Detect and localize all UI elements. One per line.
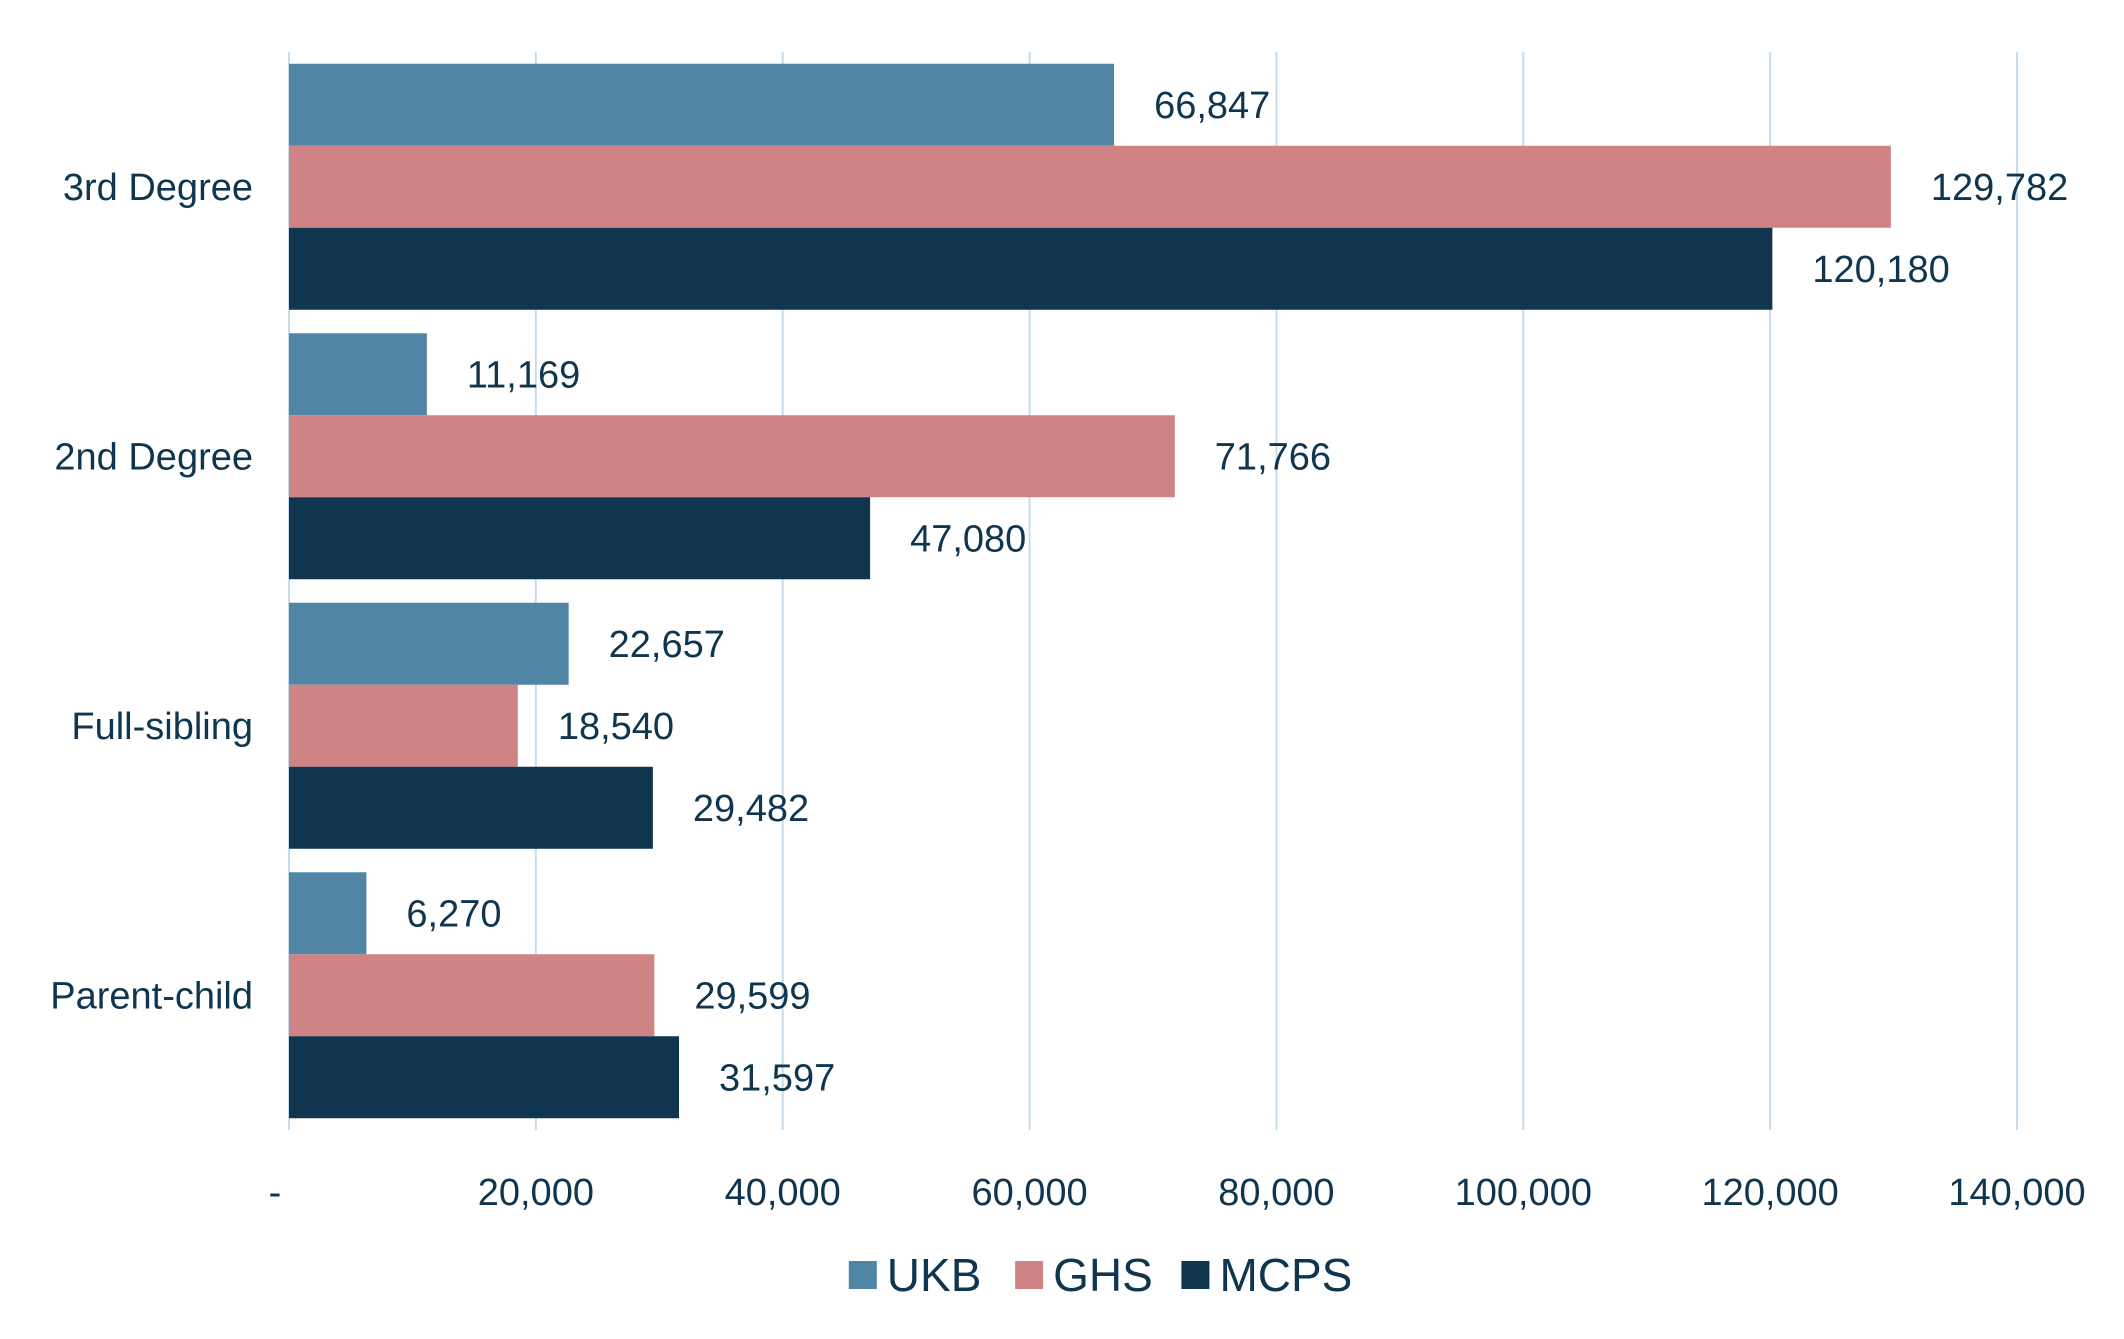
- category-label-1: 2nd Degree: [54, 436, 253, 478]
- data-label-ukb-3: 6,270: [406, 893, 501, 935]
- category-label-0: 3rd Degree: [63, 167, 253, 209]
- x-tick-label-3: 60,000: [971, 1172, 1087, 1214]
- x-tick-label-6: 120,000: [1701, 1172, 1838, 1214]
- category-label-3: Parent-child: [50, 975, 253, 1017]
- bar-ukb-0: [289, 63, 1115, 146]
- bars: [289, 63, 1891, 1119]
- legend-label-ghs: GHS: [1053, 1249, 1153, 1301]
- category-label-2: Full-sibling: [71, 706, 253, 748]
- x-axis-tick-labels: - 20,000 40,000 60,000 80,000 100,000 120,000 1…: [269, 1172, 2086, 1214]
- x-tick-label-0: -: [269, 1172, 282, 1214]
- bar-mcps-3: [289, 1036, 679, 1119]
- legend-swatch-mcps: [1181, 1261, 1210, 1289]
- data-labels: 66,847 129,782 120,180 11,169 71,766 47,080 22…: [406, 85, 2068, 1100]
- bar-ghs-2: [289, 684, 518, 767]
- x-tick-label-5: 100,000: [1455, 1172, 1592, 1214]
- legend-label-mcps: MCPS: [1219, 1249, 1352, 1301]
- data-label-ukb-2: 22,657: [609, 624, 725, 666]
- data-label-ukb-1: 11,169: [467, 354, 580, 396]
- data-label-mcps-2: 29,482: [693, 788, 809, 830]
- legend-label-ukb: UKB: [887, 1249, 982, 1301]
- bar-mcps-0: [289, 227, 1773, 310]
- data-label-ukb-0: 66,847: [1154, 85, 1270, 127]
- data-label-ghs-2: 18,540: [558, 706, 674, 748]
- data-label-ghs-3: 29,599: [694, 975, 810, 1017]
- legend: UKB GHS MCPS: [848, 1249, 1352, 1301]
- x-tick-label-1: 20,000: [478, 1172, 594, 1214]
- legend-swatch-ghs: [1015, 1261, 1044, 1289]
- bar-ukb-3: [289, 872, 367, 955]
- x-tick-label-2: 40,000: [725, 1172, 841, 1214]
- data-label-ghs-1: 71,766: [1215, 436, 1331, 478]
- data-label-mcps-1: 47,080: [910, 518, 1026, 560]
- bar-mcps-1: [289, 497, 871, 580]
- data-label-ghs-0: 129,782: [1931, 167, 2068, 209]
- bar-ghs-1: [289, 415, 1175, 498]
- bar-ghs-3: [289, 954, 655, 1037]
- y-axis-labels: 3rd Degree 2nd Degree Full-sibling Parent-c…: [50, 167, 253, 1018]
- data-label-mcps-3: 31,597: [719, 1057, 835, 1099]
- bar-ukb-1: [289, 333, 427, 416]
- bar-ukb-2: [289, 602, 569, 685]
- bar-ghs-0: [289, 145, 1891, 228]
- legend-swatch-ukb: [848, 1261, 877, 1289]
- data-label-mcps-0: 120,180: [1812, 249, 1949, 291]
- bar-mcps-2: [289, 766, 653, 849]
- x-tick-label-4: 80,000: [1218, 1172, 1334, 1214]
- x-tick-label-7: 140,000: [1948, 1172, 2085, 1214]
